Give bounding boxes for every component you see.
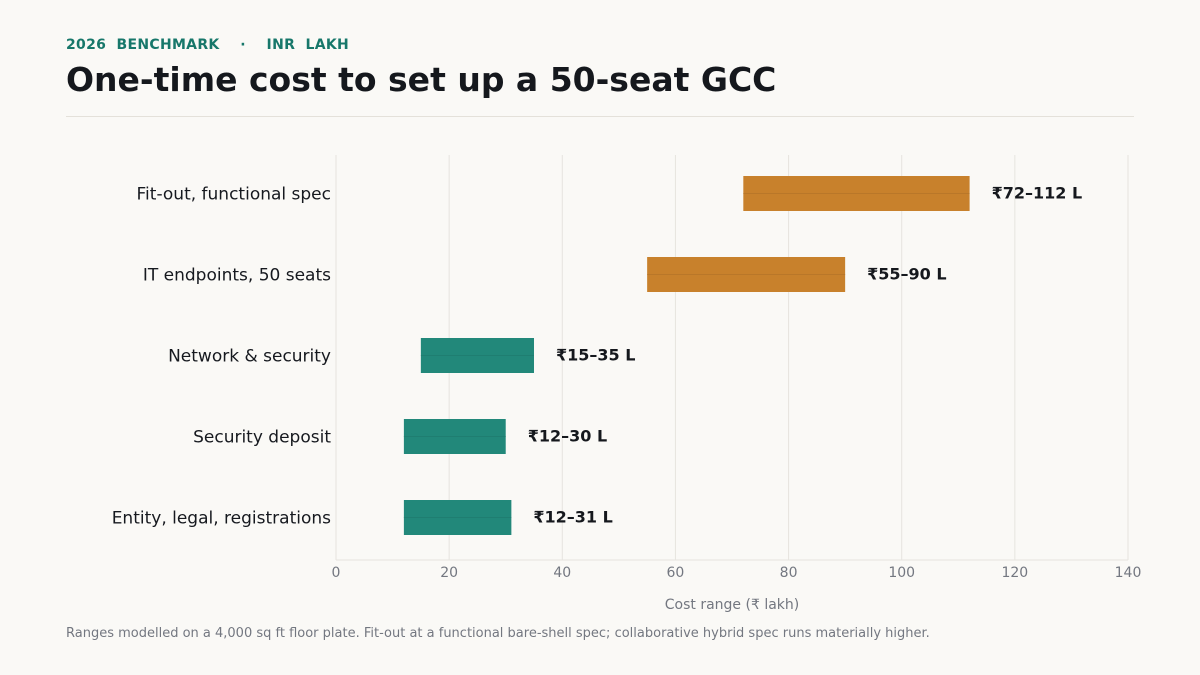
value-label: ₹15–35 L <box>556 346 635 365</box>
value-label: ₹55–90 L <box>867 265 946 284</box>
category-label: Fit-out, functional spec <box>137 185 331 205</box>
x-tick-label: 60 <box>667 565 685 581</box>
title-divider <box>66 116 1134 117</box>
x-tick-label: 20 <box>440 565 458 581</box>
x-tick-label: 140 <box>1115 565 1142 581</box>
x-tick-label: 100 <box>888 565 915 581</box>
category-label: Security deposit <box>193 428 331 448</box>
category-label: Entity, legal, registrations <box>112 509 331 529</box>
x-axis-title: Cost range (₹ lakh) <box>665 597 799 613</box>
chart-footnote: Ranges modelled on a 4,000 sq ft floor p… <box>66 626 930 641</box>
chart-kicker: 2026 BENCHMARK · INR LAKH <box>66 37 350 53</box>
value-label: ₹72–112 L <box>992 184 1083 203</box>
category-label: Network & security <box>168 347 331 367</box>
x-tick-label: 120 <box>1001 565 1028 581</box>
category-label: IT endpoints, 50 seats <box>143 266 331 286</box>
value-label: ₹12–31 L <box>533 508 612 527</box>
x-tick-label: 0 <box>332 565 341 581</box>
x-tick-label: 80 <box>780 565 798 581</box>
chart-title: One-time cost to set up a 50-seat GCC <box>66 60 777 99</box>
x-tick-label: 40 <box>553 565 571 581</box>
value-label: ₹12–30 L <box>528 427 607 446</box>
